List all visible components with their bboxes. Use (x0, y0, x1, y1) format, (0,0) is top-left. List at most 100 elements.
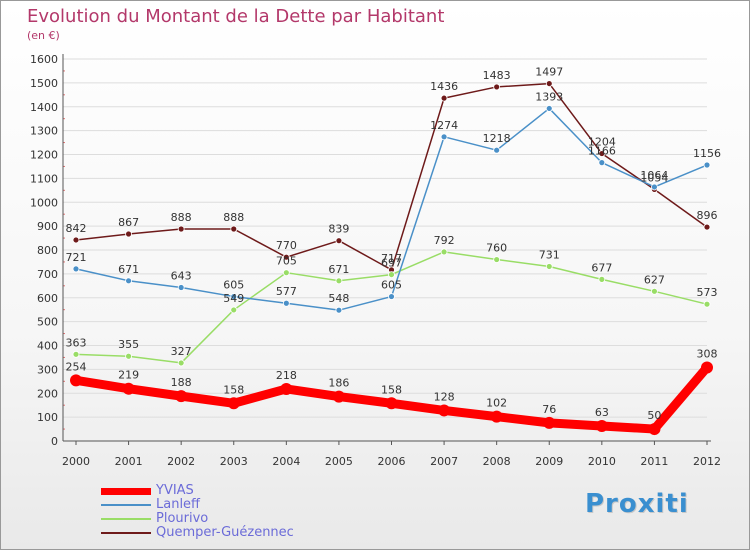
data-label-yvias-2003: 158 (223, 383, 244, 396)
data-point-yvias-2003 (227, 397, 240, 410)
legend-swatch-quemper-guezennec (101, 532, 151, 534)
x-tick-label-2006: 2006 (378, 455, 406, 468)
data-point-lanleff-2005 (335, 306, 343, 314)
data-point-plourivo-2011 (651, 287, 658, 295)
data-label-plourivo-2011: 627 (644, 273, 665, 286)
data-label-quemper-guezennec-2001: 867 (118, 216, 139, 229)
data-label-plourivo-2012: 573 (697, 286, 718, 299)
data-point-quemper-guezennec-2012 (703, 223, 711, 231)
data-point-plourivo-2002 (177, 359, 185, 367)
data-label-lanleff-2012: 1156 (693, 147, 721, 160)
data-point-plourivo-2009 (545, 263, 553, 270)
y-tick-label-1500: 1500 (30, 77, 58, 90)
data-point-yvias-2002 (175, 390, 188, 403)
data-label-plourivo-2004: 705 (276, 255, 297, 268)
legend-swatch-plourivo (101, 518, 151, 520)
data-label-yvias-2011: 50 (647, 409, 661, 422)
y-tick-label-700: 700 (37, 268, 58, 281)
data-label-yvias-2004: 218 (276, 369, 297, 382)
data-label-plourivo-2001: 355 (118, 338, 139, 351)
data-label-yvias-2009: 76 (542, 403, 556, 416)
data-point-quemper-guezennec-2004 (282, 253, 290, 261)
data-labels: 842 867 888 888 770 839 717 1436 1483 1497 1204 105… (66, 66, 722, 422)
proxiti-logo: Proxiti (585, 489, 689, 519)
data-label-yvias-2010: 63 (595, 406, 609, 419)
data-point-yvias-2009 (543, 416, 556, 429)
y-tick-label-800: 800 (37, 244, 58, 257)
y-tick-label-400: 400 (37, 340, 58, 353)
chart-title: Evolution du Montant de la Dette par Hab… (27, 6, 445, 27)
data-point-yvias-2012 (701, 361, 713, 374)
data-label-yvias-2002: 188 (171, 376, 192, 389)
data-point-yvias-2006 (385, 397, 398, 410)
data-point-yvias-2004 (280, 382, 293, 395)
data-label-quemper-guezennec-2010: 1204 (588, 136, 616, 149)
x-tick-label-2009: 2009 (535, 455, 563, 468)
data-point-plourivo-2006 (388, 271, 395, 278)
data-point-quemper-guezennec-2001 (125, 230, 132, 238)
data-label-quemper-guezennec-2007: 1436 (430, 80, 458, 93)
data-point-quemper-guezennec-2010 (598, 150, 606, 157)
data-point-yvias-2008 (490, 410, 503, 423)
data-point-quemper-guezennec-2000 (72, 236, 80, 244)
legend-item-lanleff: Lanleff (101, 497, 401, 512)
data-label-quemper-guezennec-2006: 717 (381, 252, 402, 265)
data-label-quemper-guezennec-2008: 1483 (483, 69, 511, 82)
data-point-lanleff-2006 (388, 293, 395, 300)
data-point-quemper-guezennec-2008 (493, 83, 501, 91)
legend-swatch-yvias (101, 488, 151, 495)
grid-lines (63, 58, 707, 442)
data-point-lanleff-2007 (440, 133, 448, 141)
legend-label-plourivo: Plourivo (156, 511, 209, 526)
data-point-lanleff-2008 (493, 146, 501, 154)
x-tick-label-2001: 2001 (115, 455, 143, 468)
data-point-plourivo-2008 (493, 256, 501, 263)
data-point-plourivo-2004 (282, 269, 290, 277)
legend-swatch-lanleff (101, 504, 151, 506)
x-tick-label-2011: 2011 (640, 455, 668, 468)
data-label-quemper-guezennec-2003: 888 (223, 211, 244, 224)
data-label-lanleff-2008: 1218 (483, 132, 511, 145)
legend: YVIAS Lanleff Plourivo Quemper-Guézennec (101, 483, 401, 540)
data-label-lanleff-2000: 721 (66, 251, 87, 264)
data-label-plourivo-2007: 792 (434, 234, 455, 247)
legend-label-lanleff: Lanleff (156, 497, 201, 512)
data-label-quemper-guezennec-2012: 896 (697, 209, 718, 222)
data-point-lanleff-2010 (598, 159, 606, 167)
x-tick-label-2007: 2007 (430, 455, 458, 468)
data-point-lanleff-2009 (545, 105, 553, 112)
data-point-quemper-guezennec-2007 (440, 94, 448, 102)
chart-subtitle: (en €) (27, 29, 60, 42)
data-label-yvias-2007: 128 (434, 390, 455, 403)
y-tick-label-900: 900 (37, 220, 58, 233)
legend-label-yvias: YVIAS (156, 483, 194, 498)
y-tick-label-500: 500 (37, 316, 58, 329)
data-label-quemper-guezennec-2002: 888 (171, 211, 192, 224)
data-point-yvias-2000 (70, 374, 82, 387)
data-point-plourivo-2005 (335, 277, 343, 285)
data-label-yvias-2000: 254 (66, 360, 87, 373)
data-label-lanleff-2010: 1166 (588, 145, 616, 158)
data-label-lanleff-2001: 671 (118, 263, 139, 276)
data-point-plourivo-2007 (440, 248, 448, 256)
data-point-yvias-2010 (595, 419, 608, 432)
y-tick-label-1000: 1000 (30, 196, 58, 209)
data-label-plourivo-2002: 327 (171, 345, 192, 358)
data-point-lanleff-2012 (703, 161, 711, 169)
data-point-quemper-guezennec-2005 (335, 237, 343, 245)
data-label-lanleff-2009: 1393 (535, 90, 563, 103)
data-label-yvias-2008: 102 (486, 397, 507, 410)
y-tick-label-1400: 1400 (30, 101, 58, 114)
y-tick-label-300: 300 (37, 363, 58, 376)
data-label-quemper-guezennec-2005: 839 (328, 223, 349, 236)
data-label-quemper-guezennec-2004: 770 (276, 239, 297, 252)
y-tick-label-1200: 1200 (30, 149, 58, 162)
data-point-yvias-2007 (438, 404, 451, 417)
y-tick-label-1100: 1100 (30, 172, 58, 185)
data-label-quemper-guezennec-2011: 1054 (640, 171, 668, 184)
data-point-lanleff-2000 (72, 265, 80, 273)
data-label-lanleff-2002: 643 (171, 269, 192, 282)
data-point-plourivo-2001 (125, 352, 132, 360)
data-point-lanleff-2004 (282, 299, 290, 307)
